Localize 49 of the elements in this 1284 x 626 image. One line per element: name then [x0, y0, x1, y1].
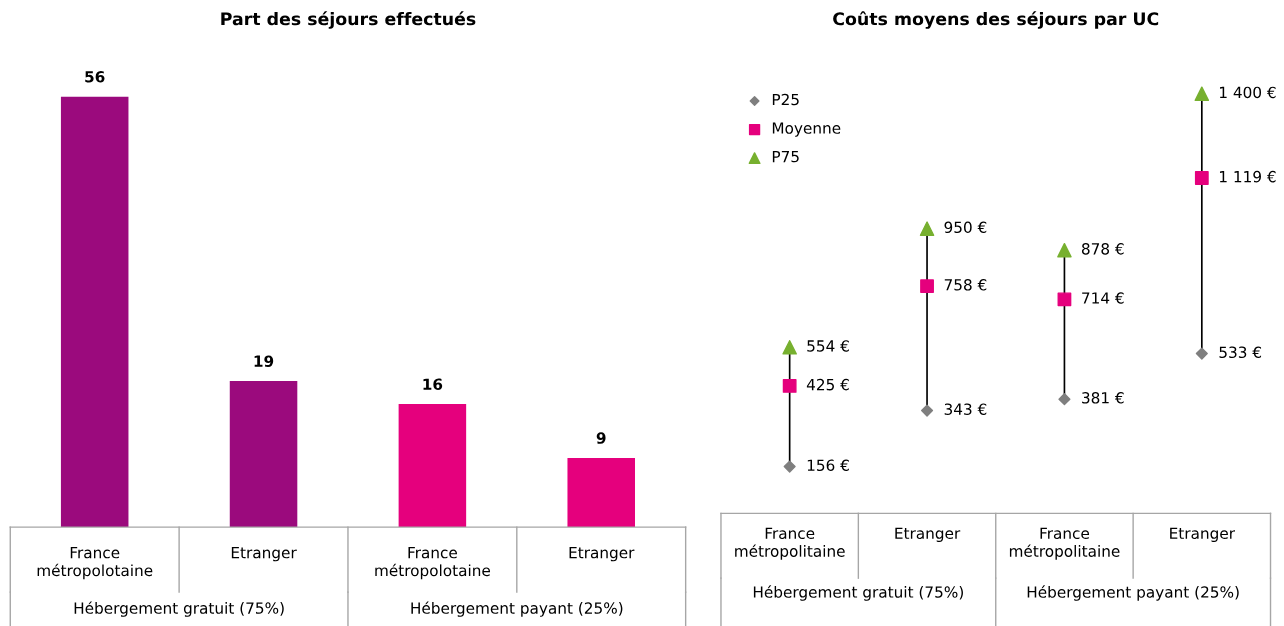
data-label: 56: [85, 71, 105, 83]
point: [782, 379, 797, 393]
data-label: 16: [423, 378, 443, 391]
data-label: 1 400 €: [1219, 86, 1276, 99]
data-label: 950 €: [944, 221, 987, 234]
legend-label: P75: [772, 151, 799, 163]
data-label: 425 €: [806, 378, 849, 391]
point: [1057, 242, 1072, 258]
point: [1057, 292, 1072, 307]
x-tick-label: France métropolitaine: [1009, 527, 1120, 560]
data-label: 533 €: [1219, 346, 1262, 359]
point: [783, 460, 796, 473]
point: [1195, 347, 1208, 360]
chart-title: Coûts moyens des séjours par UC: [833, 11, 1159, 29]
data-label: 714 €: [1082, 292, 1124, 304]
point: [782, 340, 797, 355]
point: [920, 279, 934, 294]
point: [919, 221, 935, 236]
legend-label: Moyenne: [772, 122, 841, 137]
text: Hébergement payant (25%): [1027, 585, 1239, 601]
data-label: 554 €: [807, 340, 849, 352]
bar: [398, 404, 467, 528]
data-label: 381 €: [1082, 392, 1124, 404]
point: [1194, 171, 1209, 185]
data-label: 878 €: [1081, 243, 1124, 255]
x-tick-label: France métropolotaine: [37, 547, 153, 580]
legend-label: P25: [772, 93, 799, 106]
point: [1194, 86, 1210, 102]
data-label: 758 €: [944, 279, 987, 291]
chart-title: Part des séjours effectués: [221, 11, 476, 29]
x-tick-label: Etranger: [1170, 527, 1235, 542]
x-tick-label: Etranger: [569, 547, 635, 562]
text: Hébergement gratuit (75%): [74, 601, 284, 617]
x-tick-label: France métropolitaine: [735, 527, 845, 560]
x-tick-label: France métropolotaine: [375, 547, 491, 580]
point: [920, 404, 934, 417]
point: [1058, 393, 1071, 406]
x-tick-label: Etranger: [231, 547, 297, 562]
bar: [60, 96, 129, 528]
text: Hébergement payant (25%): [411, 601, 623, 617]
x-tick-label: Etranger: [895, 527, 961, 542]
bar: [567, 457, 635, 528]
data-label: 1 119 €: [1219, 170, 1276, 183]
data-label: 19: [254, 355, 274, 367]
data-label: 343 €: [944, 403, 987, 415]
bar: [229, 381, 298, 528]
text: Hébergement gratuit (75%): [753, 585, 963, 601]
data-label: 9: [596, 432, 606, 444]
data-label: 156 €: [807, 459, 849, 471]
